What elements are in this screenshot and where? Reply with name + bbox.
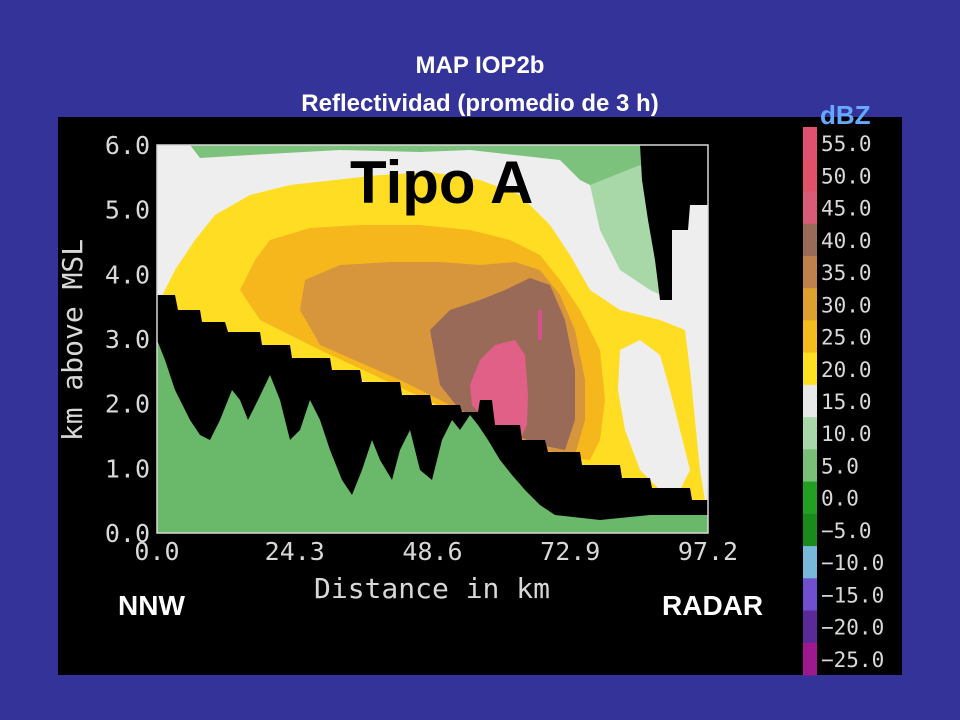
- y-tick-label: 1.0: [105, 454, 150, 483]
- colorbar-swatch: [803, 127, 817, 160]
- colorbar-swatch: [803, 159, 817, 192]
- x-tick-label: 97.2: [678, 537, 738, 566]
- y-tick-label: 0.0: [105, 519, 150, 548]
- radar-label: RADAR: [662, 590, 764, 621]
- colorbar-label: −20.0: [821, 616, 884, 640]
- x-tick-label: 0.0: [134, 537, 179, 566]
- colorbar-swatch: [803, 642, 817, 676]
- colorbar-swatch: [803, 449, 817, 483]
- y-tick-label: 2.0: [105, 390, 150, 419]
- colorbar-swatch: [803, 417, 817, 450]
- chart-title: Tipo A: [350, 149, 534, 216]
- reflectivity-field: [157, 145, 708, 533]
- colorbar-label: 5.0: [821, 454, 859, 478]
- echo-magenta-streak: [538, 310, 542, 340]
- echo-right-light: [618, 340, 690, 490]
- colorbar-label: 35.0: [821, 261, 872, 285]
- colorbar-label: −25.0: [821, 648, 884, 672]
- colorbar-label: 0.0: [821, 487, 859, 511]
- terrain: [157, 340, 708, 533]
- colorbar-swatch: [803, 513, 817, 547]
- x-tick-label: 72.9: [540, 537, 600, 566]
- colorbar-label: 10.0: [821, 422, 872, 446]
- colorbar-swatch: [803, 288, 817, 321]
- colorbar: 55.0 50.0 45.0 40.0 35.0 30.0 25.0 20.0 15.0 10.0…: [803, 127, 884, 676]
- colorbar-label: 15.0: [821, 390, 872, 414]
- x-tick-label: 48.6: [402, 537, 462, 566]
- colorbar-swatch: [803, 320, 817, 354]
- y-tick-label: 6.0: [105, 131, 150, 160]
- colorbar-label: −5.0: [821, 519, 872, 543]
- colorbar-swatch: [803, 578, 817, 612]
- x-axis-ticks: 0.0 24.3 48.6 72.9 97.2: [134, 537, 738, 566]
- colorbar-label: 40.0: [821, 229, 872, 253]
- colorbar-swatch: [803, 223, 817, 257]
- colorbar-swatch: [803, 481, 817, 515]
- colorbar-label: 25.0: [821, 326, 872, 350]
- slide-subtitle: Reflectividad (promedio de 3 h): [301, 90, 659, 117]
- plot-frame: [156, 144, 709, 534]
- colorbar-label: 30.0: [821, 293, 872, 317]
- colorbar-swatch: [803, 610, 817, 644]
- x-tick-label: 24.3: [265, 537, 325, 566]
- colorbar-label: 55.0: [821, 132, 872, 156]
- colorbar-swatch: [803, 255, 817, 289]
- colorbar-label: 50.0: [821, 164, 872, 188]
- slide-title: MAP IOP2b: [415, 52, 545, 79]
- colorbar-label: 20.0: [821, 358, 872, 382]
- colorbar-swatch: [803, 191, 817, 225]
- x-axis-label: Distance in km: [314, 572, 550, 605]
- direction-label: NNW: [118, 590, 185, 621]
- y-axis-label: km above MSL: [56, 239, 89, 441]
- colorbar-swatch: [803, 384, 817, 418]
- colorbar-swatch: [803, 546, 817, 579]
- colorbar-label: 45.0: [821, 197, 872, 221]
- y-tick-label: 5.0: [105, 196, 150, 225]
- y-tick-label: 3.0: [105, 325, 150, 354]
- colorbar-label: −10.0: [821, 551, 884, 575]
- colorbar-label: −15.0: [821, 583, 884, 607]
- y-tick-label: 4.0: [105, 260, 150, 289]
- colorbar-swatch: [803, 352, 817, 386]
- blocked-right: [640, 145, 708, 300]
- y-axis-ticks: 0.0 1.0 2.0 3.0 4.0 5.0 6.0: [105, 131, 150, 548]
- colorbar-units: dBZ: [820, 100, 871, 130]
